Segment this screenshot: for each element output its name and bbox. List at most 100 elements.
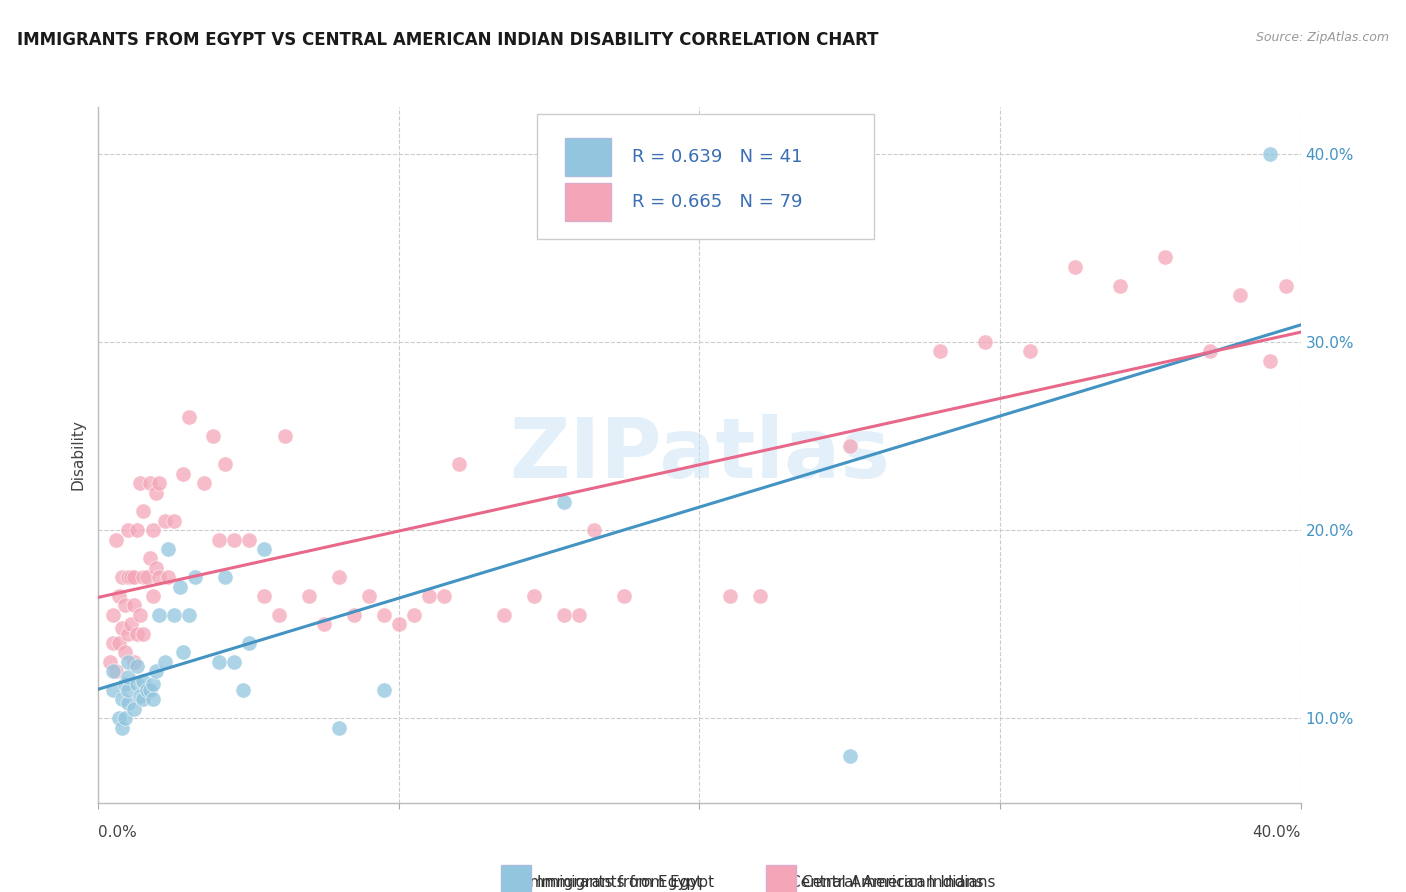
Point [433, 589, 456, 603]
Point [108, 589, 131, 603]
Point [388, 617, 411, 632]
Point [156, 570, 179, 584]
Point [553, 607, 575, 622]
Point [105, 664, 128, 678]
Point [1199, 344, 1222, 359]
Point [201, 429, 224, 443]
Point [838, 438, 860, 452]
Point [114, 711, 136, 725]
Point [127, 523, 149, 537]
Point [148, 476, 170, 491]
Point [132, 673, 155, 688]
Point [328, 570, 350, 584]
Point [117, 523, 139, 537]
Point [138, 551, 160, 566]
Point [124, 655, 146, 669]
Text: Source: ZipAtlas.com: Source: ZipAtlas.com [1256, 31, 1389, 45]
Point [114, 677, 136, 691]
Point [127, 677, 149, 691]
Point [117, 626, 139, 640]
Point [111, 570, 134, 584]
Point [148, 607, 170, 622]
Point [145, 485, 167, 500]
Point [162, 514, 184, 528]
Text: R = 0.639   N = 41: R = 0.639 N = 41 [633, 148, 803, 166]
Text: R = 0.665   N = 79: R = 0.665 N = 79 [633, 194, 803, 211]
Point [127, 626, 149, 640]
Point [232, 683, 254, 698]
Point [298, 589, 321, 603]
Text: 0.0%: 0.0% [98, 825, 138, 840]
Point [132, 504, 155, 518]
Point [523, 589, 546, 603]
Point [312, 617, 335, 632]
Point [177, 607, 200, 622]
Point [1229, 288, 1251, 302]
Point [117, 683, 139, 698]
Point [1019, 344, 1042, 359]
Point [132, 692, 155, 706]
Point [1274, 278, 1296, 293]
Point [1260, 147, 1282, 161]
Point [222, 533, 245, 547]
Point [156, 541, 179, 556]
Point [124, 570, 146, 584]
Point [117, 696, 139, 710]
Point [153, 514, 176, 528]
Text: IMMIGRANTS FROM EGYPT VS CENTRAL AMERICAN INDIAN DISABILITY CORRELATION CHART: IMMIGRANTS FROM EGYPT VS CENTRAL AMERICA… [17, 31, 879, 49]
Point [105, 533, 128, 547]
Point [418, 589, 440, 603]
Point [145, 560, 167, 574]
FancyBboxPatch shape [565, 183, 610, 221]
FancyBboxPatch shape [565, 138, 610, 177]
Point [214, 570, 236, 584]
Point [129, 689, 152, 703]
Text: ▪: ▪ [766, 871, 783, 892]
Point [108, 711, 131, 725]
Point [141, 523, 163, 537]
Point [103, 636, 125, 650]
Point [111, 692, 134, 706]
Point [193, 476, 215, 491]
Point [100, 655, 122, 669]
Point [103, 664, 125, 678]
Point [129, 476, 152, 491]
Point [138, 683, 160, 698]
Text: ▪: ▪ [502, 871, 519, 892]
Point [141, 677, 163, 691]
Point [108, 636, 131, 650]
Text: 40.0%: 40.0% [1253, 825, 1301, 840]
Text: Immigrants from Egypt: Immigrants from Egypt [526, 875, 703, 890]
Point [718, 589, 741, 603]
Text: Immigrants from Egypt: Immigrants from Egypt [537, 875, 714, 890]
Text: ZIPatlas: ZIPatlas [509, 415, 890, 495]
Point [121, 570, 143, 584]
Point [253, 589, 276, 603]
FancyBboxPatch shape [537, 114, 873, 239]
Point [583, 523, 606, 537]
Point [145, 664, 167, 678]
Point [117, 570, 139, 584]
Point [929, 344, 952, 359]
Point [253, 541, 276, 556]
Point [238, 636, 260, 650]
Y-axis label: Disability: Disability [70, 419, 86, 491]
Point [103, 683, 125, 698]
Point [357, 589, 380, 603]
Point [141, 692, 163, 706]
Point [121, 617, 143, 632]
Point [111, 721, 134, 735]
Point [169, 580, 191, 594]
Text: Central American Indians: Central American Indians [801, 875, 995, 890]
Point [222, 655, 245, 669]
Point [138, 476, 160, 491]
Text: Central American Indians: Central American Indians [790, 875, 983, 890]
Point [494, 607, 516, 622]
Point [114, 645, 136, 659]
Point [208, 655, 231, 669]
Point [838, 748, 860, 763]
Point [114, 599, 136, 613]
Point [111, 621, 134, 635]
Point [172, 645, 194, 659]
Point [172, 467, 194, 481]
